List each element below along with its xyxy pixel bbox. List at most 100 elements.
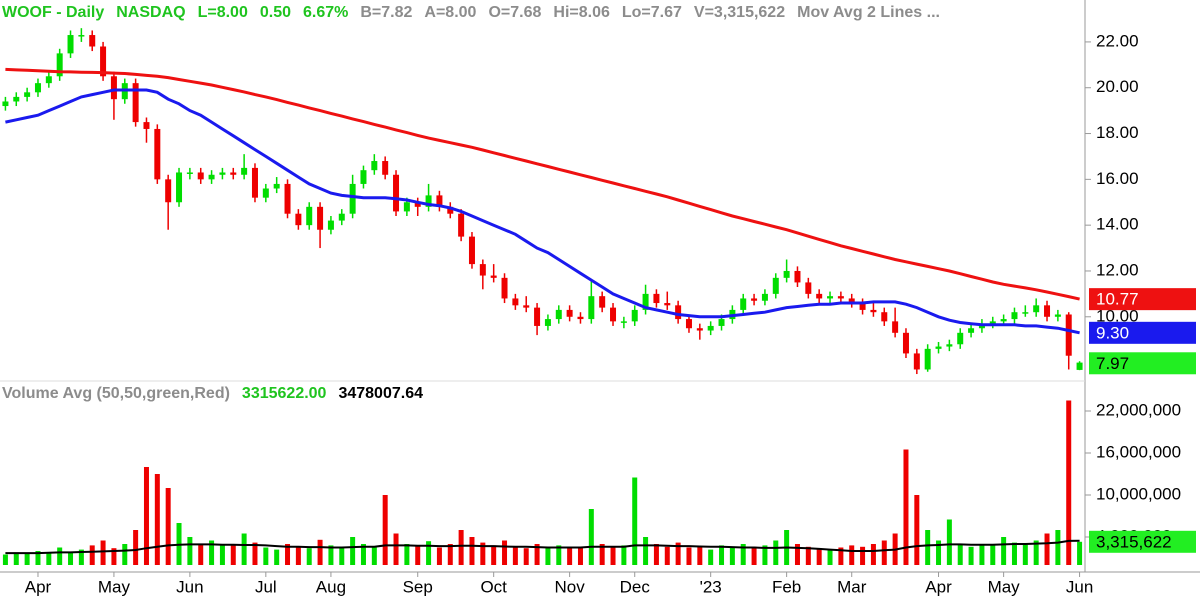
header: WOOF - Daily NASDAQ L=8.00 0.50 6.67% B=7.82 A… <box>2 4 940 22</box>
candle-body <box>110 76 117 100</box>
volume-bar <box>545 547 551 565</box>
candle-body <box>327 220 334 230</box>
volume-bar <box>209 540 215 565</box>
volume-bar <box>729 547 735 565</box>
candle-body <box>631 309 638 322</box>
volume-bar <box>447 544 453 565</box>
volume-bar <box>89 545 95 565</box>
volume-bar <box>881 540 887 565</box>
candle-body <box>393 174 400 212</box>
volume-bar <box>1066 400 1072 565</box>
candle-body <box>414 202 421 207</box>
candle-body <box>262 188 269 198</box>
x-tick-label: Apr <box>925 577 952 596</box>
volume-bar <box>599 544 605 565</box>
x-tick-label: Nov <box>555 577 586 596</box>
candle-body <box>740 298 747 310</box>
volume-bar <box>100 540 106 565</box>
volume-bar <box>263 547 269 565</box>
candle-body <box>675 305 682 320</box>
volume-bar <box>523 548 529 565</box>
volume-bar <box>1001 537 1007 565</box>
volume-bar <box>339 547 345 565</box>
x-tick-label: Aug <box>316 577 346 596</box>
volume-bar <box>133 530 139 565</box>
candle-body <box>989 321 996 324</box>
candle-body <box>707 325 714 331</box>
x-tick-label: Jun <box>176 577 203 596</box>
volume-bar <box>306 548 312 565</box>
volume-bar <box>436 547 442 565</box>
candle-body <box>913 353 920 370</box>
candle-body <box>13 96 20 102</box>
volume-bar <box>35 551 41 565</box>
volume-bar <box>664 546 670 565</box>
x-tick-label: Jun <box>1066 577 1093 596</box>
y-tick-label: 12.00 <box>1096 260 1139 279</box>
candle-body <box>696 328 703 331</box>
candle-body <box>827 296 834 299</box>
candle-body <box>100 46 107 77</box>
candle-body <box>902 332 909 354</box>
candle-body <box>620 321 627 323</box>
volume-bar <box>1077 541 1083 565</box>
candle-body <box>165 179 172 203</box>
x-tick-label: Feb <box>772 577 801 596</box>
volume-bar <box>165 488 171 565</box>
volume-bar <box>1033 540 1039 565</box>
volume-bar <box>187 537 193 565</box>
header-item: WOOF - Daily <box>2 4 105 21</box>
candle-body <box>295 213 302 226</box>
volume-bar <box>317 539 323 565</box>
header-item: Lo=7.67 <box>621 4 682 21</box>
volume-bar <box>491 545 497 565</box>
volume-bar <box>404 544 410 565</box>
candle-body <box>772 277 779 294</box>
volume-bar <box>122 544 128 565</box>
volume-bar <box>632 477 638 565</box>
candle-body <box>132 83 139 123</box>
volume-bar <box>13 552 19 565</box>
volume-bar <box>230 544 236 565</box>
volume-bar <box>393 533 399 565</box>
candle-body <box>610 307 617 322</box>
candle-body <box>78 35 85 37</box>
price-marker: 7.97 <box>1096 354 1129 373</box>
header-item: O=7.68 <box>488 4 542 21</box>
candle-body <box>968 328 975 333</box>
candle-body <box>544 319 551 326</box>
volume-average <box>5 539 1080 555</box>
volume-bar <box>285 544 291 565</box>
volume-bar <box>794 544 800 565</box>
candle-body <box>946 344 953 347</box>
volume-bar <box>621 545 627 565</box>
candle-body <box>859 303 866 310</box>
volume-bar <box>838 547 844 565</box>
x-tick-label: Sep <box>403 577 433 596</box>
candle-body <box>458 213 465 237</box>
candle-body <box>317 206 324 230</box>
volume-bar <box>946 519 952 565</box>
volume-bar <box>46 553 52 565</box>
volume-bar <box>968 546 974 565</box>
volume-bar <box>274 549 280 565</box>
candle-body <box>588 296 595 320</box>
volume-bar <box>567 548 573 565</box>
price-marker: 9.30 <box>1096 323 1129 342</box>
candle-body <box>816 293 823 299</box>
volume-bar <box>382 495 388 565</box>
candle-body <box>664 303 671 306</box>
candle-body <box>555 309 562 320</box>
volume-bar <box>1022 544 1028 565</box>
volume-bar <box>816 548 822 565</box>
candle-body <box>197 172 204 180</box>
volume-bar <box>241 533 247 565</box>
price-marker: 10.77 <box>1096 290 1139 309</box>
candle-body <box>935 346 942 349</box>
volume-bar <box>719 545 725 565</box>
candle-body <box>284 183 291 214</box>
volume-bar <box>643 537 649 565</box>
volume-bar <box>773 540 779 565</box>
x-tick-label: '23 <box>700 577 722 596</box>
